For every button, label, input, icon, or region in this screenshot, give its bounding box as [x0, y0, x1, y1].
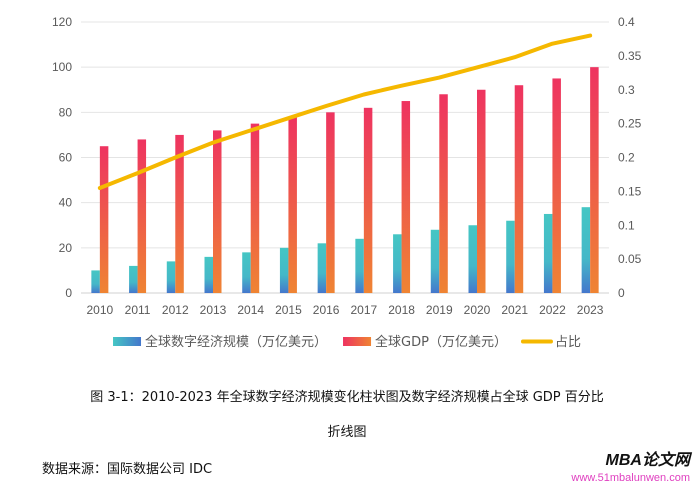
- legend-label-share: 占比: [555, 335, 581, 350]
- left-axis-tick-label: 80: [59, 105, 73, 119]
- bar-digital-economy: [91, 270, 100, 293]
- bar-digital-economy: [543, 213, 553, 293]
- right-axis-tick-label: 0.35: [618, 49, 642, 63]
- left-axis-tick-label: 60: [59, 151, 73, 165]
- left-axis-tick-label: 100: [52, 60, 72, 74]
- legend-swatch-gdp: [343, 337, 372, 346]
- right-axis-tick-label: 0.1: [618, 218, 635, 232]
- line-share: [97, 33, 593, 190]
- watermark-url: www.51mbalunwen.com: [571, 472, 690, 484]
- bar-gdp: [363, 107, 373, 293]
- bar-digital-economy: [242, 252, 251, 293]
- bar-digital-economy: [204, 256, 213, 293]
- right-axis-tick-label: 0.25: [618, 117, 642, 131]
- left-axis-tick-label: 120: [52, 15, 72, 29]
- figure-caption: 图 3-1：2010-2023 年全球数字经济规模变化柱状图及数字经济规模占全球…: [90, 390, 604, 405]
- x-axis-tick-label: 2016: [313, 303, 340, 317]
- bar-gdp: [552, 78, 561, 293]
- x-axis-tick-label: 2010: [87, 303, 114, 317]
- left-axis-tick-label: 40: [59, 196, 73, 210]
- data-source: 数据来源：国际数据公司 IDC: [42, 462, 213, 477]
- x-axis-tick-label: 2012: [162, 303, 189, 317]
- x-axis-tick-label: 2020: [464, 303, 491, 317]
- bar-digital-economy: [468, 225, 477, 293]
- x-axis-tick-label: 2014: [237, 303, 264, 317]
- bar-gdp: [213, 130, 222, 293]
- bar-gdp: [137, 139, 147, 293]
- bar-gdp: [514, 85, 524, 293]
- right-axis-tick-label: 0: [618, 286, 625, 300]
- legend-swatch-digital-economy: [113, 337, 142, 346]
- bar-digital-economy: [129, 265, 138, 293]
- bar-gdp: [477, 89, 486, 293]
- x-axis-tick-label: 2021: [501, 303, 528, 317]
- x-axis-tick-label: 2017: [351, 303, 378, 317]
- right-axis-tick-label: 0.2: [618, 151, 635, 165]
- right-axis-tick-label: 0.4: [618, 15, 635, 29]
- bar-digital-economy: [430, 229, 440, 293]
- bar-gdp: [439, 94, 448, 294]
- bar-gdp: [401, 101, 411, 294]
- x-axis-tick-label: 2023: [577, 303, 604, 317]
- right-axis-tick-label: 0.15: [618, 184, 642, 198]
- left-axis-tick-label: 0: [65, 286, 72, 300]
- bar-gdp: [326, 112, 335, 293]
- right-axis-tick-label: 0.3: [618, 83, 635, 97]
- bar-gdp: [288, 116, 297, 293]
- x-axis-tick-label: 2013: [200, 303, 227, 317]
- bar-digital-economy: [393, 234, 402, 293]
- bar-gdp: [99, 146, 109, 293]
- bar-digital-economy: [166, 261, 176, 293]
- bar-gdp: [175, 134, 184, 293]
- bar-digital-economy: [581, 207, 591, 293]
- bar-digital-economy: [355, 238, 364, 293]
- x-axis-tick-label: 2015: [275, 303, 302, 317]
- x-axis-tick-label: 2019: [426, 303, 453, 317]
- legend-label-gdp: 全球GDP（万亿美元）: [375, 334, 507, 350]
- chart: 0 20 40 60 80 100 120 0 0.05 0.1 0.15 0.2 0.25 0.3 0.3…: [52, 15, 642, 350]
- bar-gdp: [250, 123, 260, 293]
- bar-digital-economy: [506, 220, 515, 293]
- x-axis-tick-label: 2011: [125, 303, 151, 317]
- bar-digital-economy: [317, 243, 327, 293]
- legend-label-digital-economy: 全球数字经济规模（万亿美元）: [145, 334, 327, 350]
- left-axis-tick-label: 20: [59, 241, 73, 255]
- x-axis-tick-label: 2018: [388, 303, 415, 317]
- legend: 全球数字经济规模（万亿美元） 全球GDP（万亿美元） 占比: [113, 334, 581, 350]
- right-axis-tick-label: 0.05: [618, 252, 642, 266]
- bar-digital-economy: [279, 247, 289, 293]
- x-axis-tick-label: 2022: [539, 303, 566, 317]
- watermark-logo: MBA论文网: [605, 452, 690, 469]
- figure-caption-continued: 折线图: [327, 425, 367, 440]
- bar-gdp: [590, 67, 599, 294]
